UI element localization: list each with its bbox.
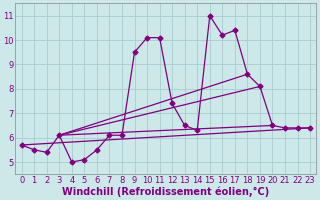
X-axis label: Windchill (Refroidissement éolien,°C): Windchill (Refroidissement éolien,°C) — [62, 186, 269, 197]
